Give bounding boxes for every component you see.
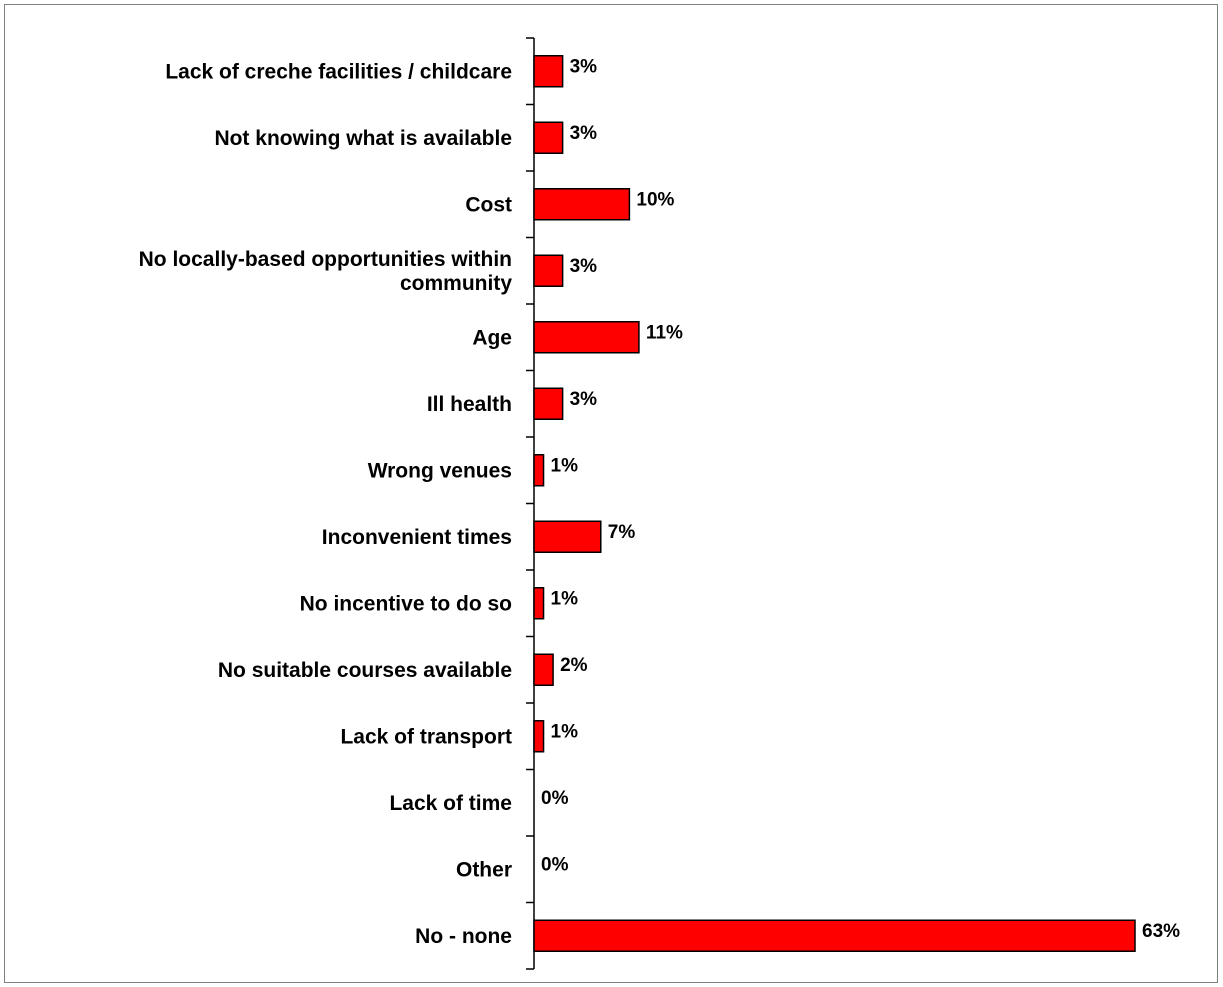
bar [533,121,564,154]
category-label: No incentive to do so [300,592,512,615]
value-label: 0% [541,854,569,875]
category-label: Lack of time [389,792,512,815]
bar [533,321,640,354]
value-label: 3% [570,56,598,77]
bar [533,720,545,753]
bar [533,587,545,620]
value-label: 3% [570,389,598,410]
bar [533,254,564,287]
value-label: 63% [1142,921,1180,942]
category-label: Other [456,858,512,881]
bar [533,454,545,487]
bar [533,653,554,686]
category-label: Lack of transport [340,725,512,748]
category-label: community [400,272,512,295]
category-label: Inconvenient times [322,526,512,549]
value-label: 3% [570,123,598,144]
value-label: 1% [551,588,579,609]
category-label: Lack of creche facilities / childcare [165,60,512,83]
value-label: 0% [541,788,569,809]
bar [533,55,564,88]
value-label: 7% [608,522,636,543]
value-label: 11% [646,322,683,343]
category-label: No - none [415,925,512,948]
value-label: 1% [551,455,579,476]
bar [533,387,564,420]
category-label: No locally-based opportunities within [139,248,512,271]
category-label: Not knowing what is available [214,127,512,150]
category-label: Age [472,326,512,349]
value-label: 1% [551,721,579,742]
category-label: Cost [465,193,512,216]
bar [533,520,602,553]
category-label: No suitable courses available [218,659,512,682]
value-label: 2% [560,655,588,676]
value-label: 3% [570,256,598,277]
value-label: 10% [636,189,674,210]
category-label: Ill health [427,393,512,416]
bar [533,188,631,221]
bar [533,919,1136,952]
category-label: Wrong venues [368,459,512,482]
chart-frame [4,4,1218,983]
